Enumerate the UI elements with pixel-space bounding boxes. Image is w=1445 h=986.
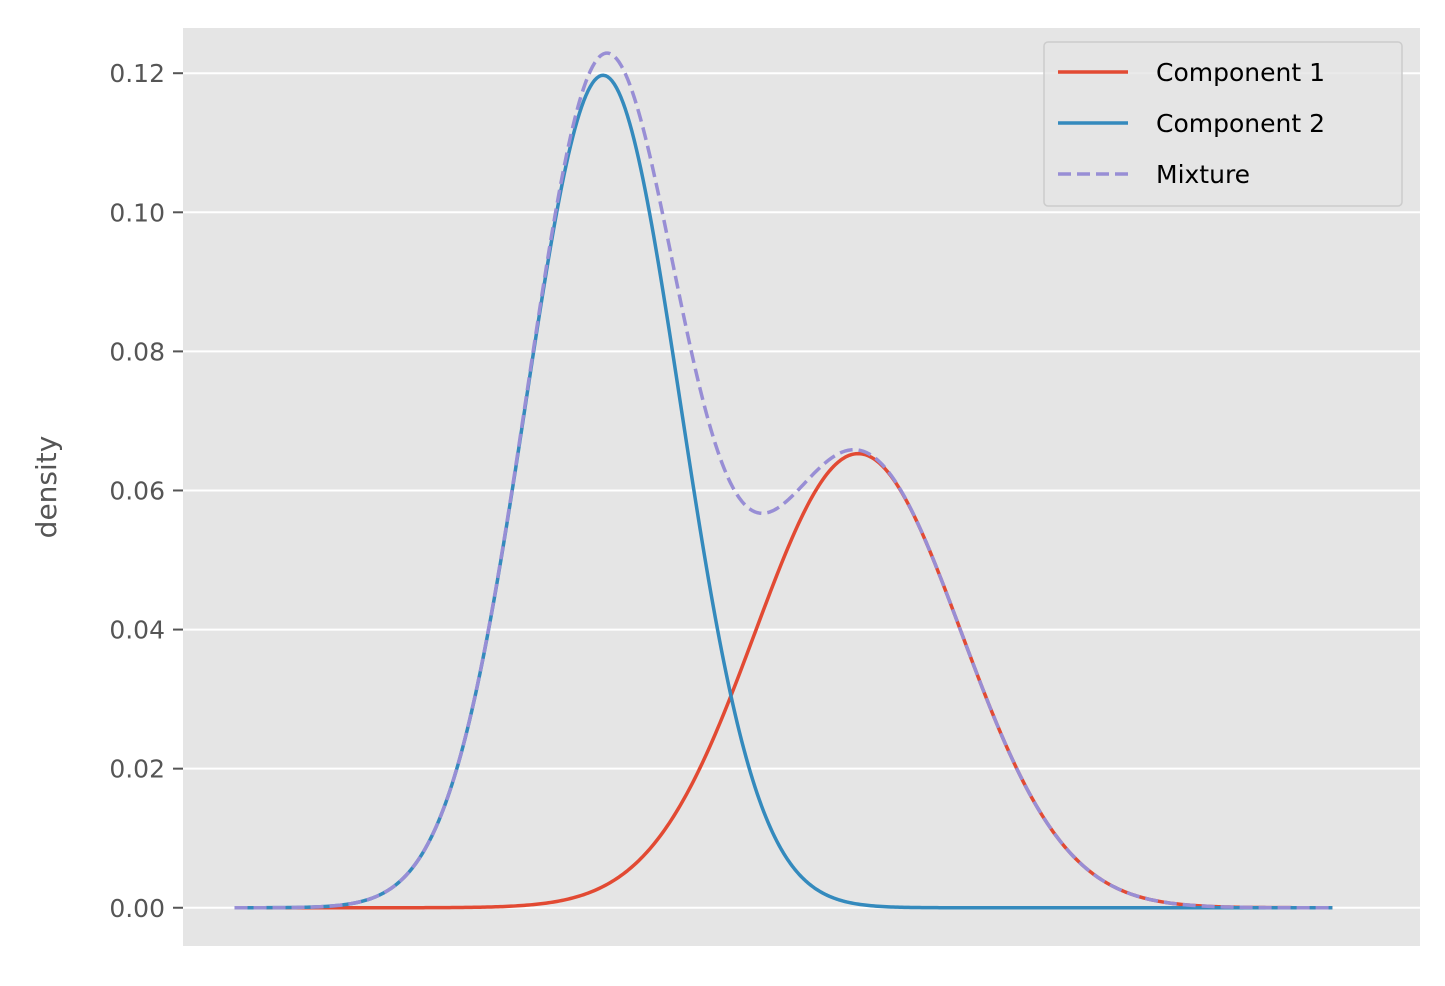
legend-box bbox=[1043, 41, 1403, 207]
y-axis-label: density bbox=[30, 436, 63, 539]
y-tick-label: 0.04 bbox=[109, 616, 165, 645]
y-tick-label: 0.10 bbox=[109, 198, 165, 227]
series-lines bbox=[234, 51, 1333, 910]
y-tick-label: 0.00 bbox=[109, 894, 165, 923]
y-tick-label: 0.06 bbox=[109, 476, 165, 505]
y-tick-label: 0.02 bbox=[109, 755, 165, 784]
legend: Component 1 Component 2 Mixture bbox=[1043, 41, 1403, 207]
y-tick-label: 0.12 bbox=[109, 59, 165, 88]
legend-label: Mixture bbox=[1156, 160, 1250, 189]
y-axis-ticks: 0.00 0.02 0.04 0.06 0.08 0.10 0.12 bbox=[109, 59, 183, 923]
series-line-mixture bbox=[234, 51, 1333, 910]
y-tick-label: 0.08 bbox=[109, 337, 165, 366]
legend-label: Component 1 bbox=[1156, 58, 1325, 87]
legend-label: Component 2 bbox=[1156, 109, 1325, 138]
